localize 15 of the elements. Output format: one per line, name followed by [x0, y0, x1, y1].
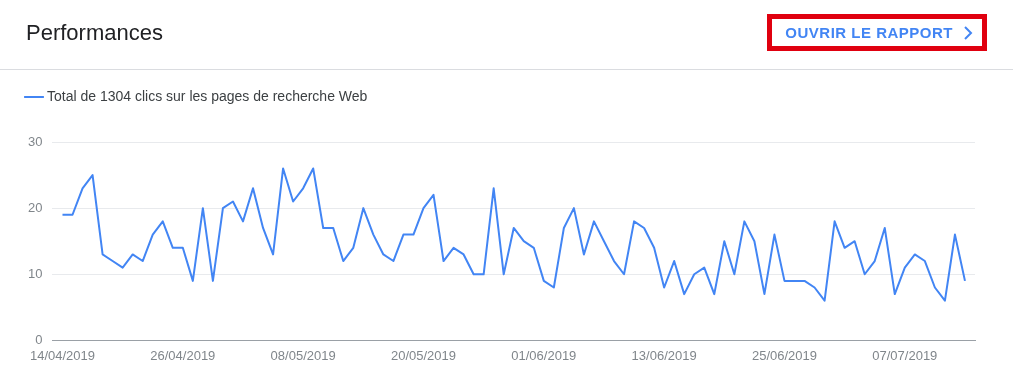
x-tick-label: 25/06/2019 [751, 347, 818, 363]
x-tick-label: 01/06/2019 [511, 347, 577, 363]
y-tick-label: 20 [27, 199, 43, 215]
y-tick-label: 10 [27, 265, 43, 281]
x-tick-label: 14/04/2019 [29, 347, 96, 363]
x-tick-label: 13/06/2019 [631, 347, 697, 363]
x-tick-label: 26/04/2019 [150, 347, 216, 363]
x-tick-label: 20/05/2019 [390, 347, 457, 363]
text: OUVRIR LE RAPPORT [784, 23, 954, 43]
y-tick-label: 0 [35, 331, 43, 347]
chart-title: Performances [26, 20, 163, 46]
y-tick-label: 30 [27, 133, 43, 149]
legend-label: Total de 1304 clics sur les pages de recherche Web [47, 87, 368, 104]
x-tick-label: 07/07/2019 [872, 347, 938, 363]
x-tick-label: 08/05/2019 [270, 347, 336, 363]
